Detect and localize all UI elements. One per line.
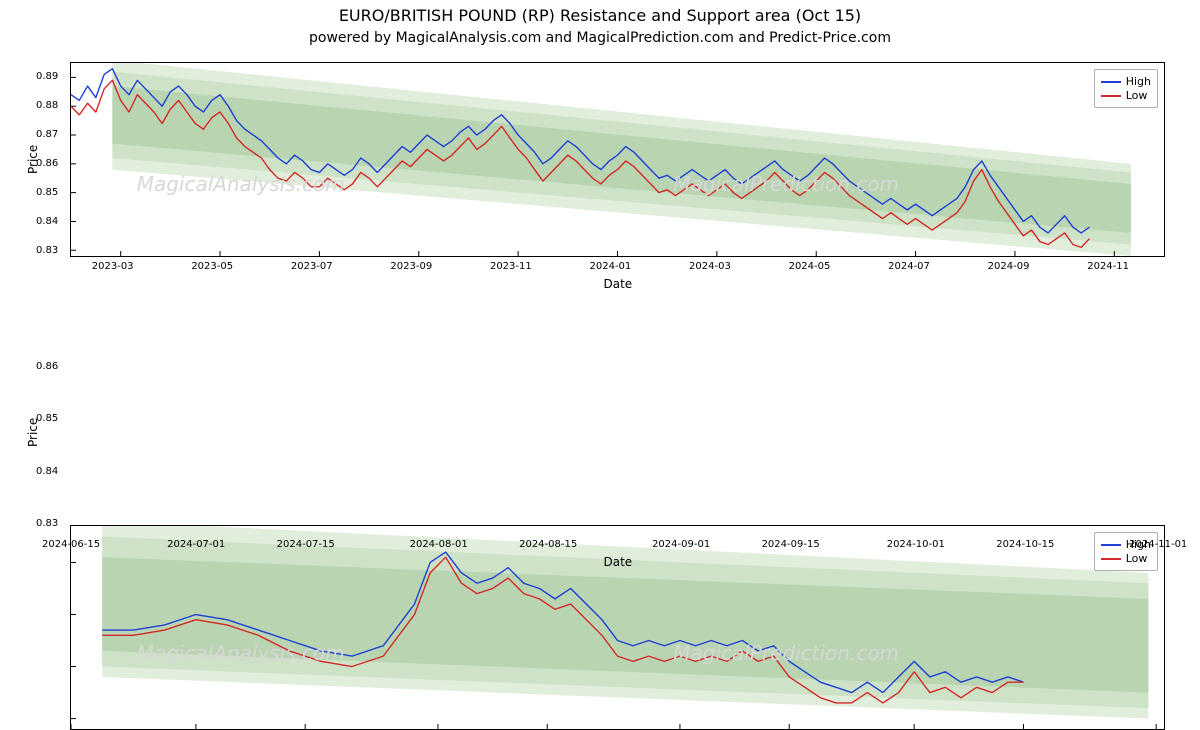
x-tick-label: 2024-09-15	[762, 539, 820, 550]
chart-subtitle: powered by MagicalAnalysis.com and Magic…	[0, 30, 1200, 46]
y-tick-label: 0.86	[36, 361, 58, 372]
y-tick-label: 0.86	[36, 158, 58, 169]
x-tick-label: 2023-05	[191, 261, 233, 272]
x-tick-label: 2024-07	[888, 261, 930, 272]
chart-title: EURO/BRITISH POUND (RP) Resistance and S…	[0, 6, 1200, 25]
x-tick-label: 2024-10-15	[996, 539, 1054, 550]
bottom-xlabel: Date	[604, 555, 633, 569]
legend: HighLow	[1094, 69, 1158, 108]
x-tick-label: 2024-05	[789, 261, 831, 272]
legend-item-high: High	[1101, 75, 1151, 88]
y-tick-label: 0.89	[36, 71, 58, 82]
y-tick-label: 0.83	[36, 245, 58, 256]
legend-swatch-low	[1101, 558, 1121, 560]
y-tick-label: 0.87	[36, 129, 58, 140]
y-tick-label: 0.88	[36, 100, 58, 111]
y-tick-label: 0.85	[36, 187, 58, 198]
x-tick-label: 2024-09-01	[652, 539, 710, 550]
x-tick-label: 2024-08-15	[519, 539, 577, 550]
legend-label-low: Low	[1126, 552, 1148, 565]
y-tick-label: 0.84	[36, 466, 58, 477]
plot-svg	[71, 63, 1164, 256]
x-tick-label: 2024-06-15	[42, 539, 100, 550]
top-chart: MagicalAnalysis.comMagicalPrediction.com…	[70, 62, 1165, 257]
x-tick-label: 2023-11	[490, 261, 532, 272]
x-tick-label: 2024-07-01	[167, 539, 225, 550]
x-tick-label: 2023-09	[390, 261, 432, 272]
x-tick-label: 2024-08-01	[410, 539, 468, 550]
legend-label-high: High	[1126, 75, 1151, 88]
legend-swatch-high	[1101, 544, 1121, 546]
top-xlabel: Date	[604, 277, 633, 291]
legend-item-low: Low	[1101, 552, 1151, 565]
x-tick-label: 2024-07-15	[277, 539, 335, 550]
x-tick-label: 2024-09	[988, 261, 1030, 272]
x-tick-label: 2024-11	[1087, 261, 1129, 272]
y-tick-label: 0.83	[36, 518, 58, 529]
x-tick-label: 2023-07	[291, 261, 333, 272]
page: EURO/BRITISH POUND (RP) Resistance and S…	[0, 0, 1200, 600]
x-tick-label: 2024-11-01	[1129, 539, 1187, 550]
x-tick-label: 2024-03	[689, 261, 731, 272]
legend-item-low: Low	[1101, 89, 1151, 102]
legend-swatch-high	[1101, 81, 1121, 83]
y-tick-label: 0.85	[36, 413, 58, 424]
legend-swatch-low	[1101, 95, 1121, 97]
legend-label-low: Low	[1126, 89, 1148, 102]
x-tick-label: 2023-03	[92, 261, 134, 272]
x-tick-label: 2024-10-01	[887, 539, 945, 550]
y-tick-label: 0.84	[36, 216, 58, 227]
x-tick-label: 2024-01	[590, 261, 632, 272]
legend: HighLow	[1094, 532, 1158, 571]
